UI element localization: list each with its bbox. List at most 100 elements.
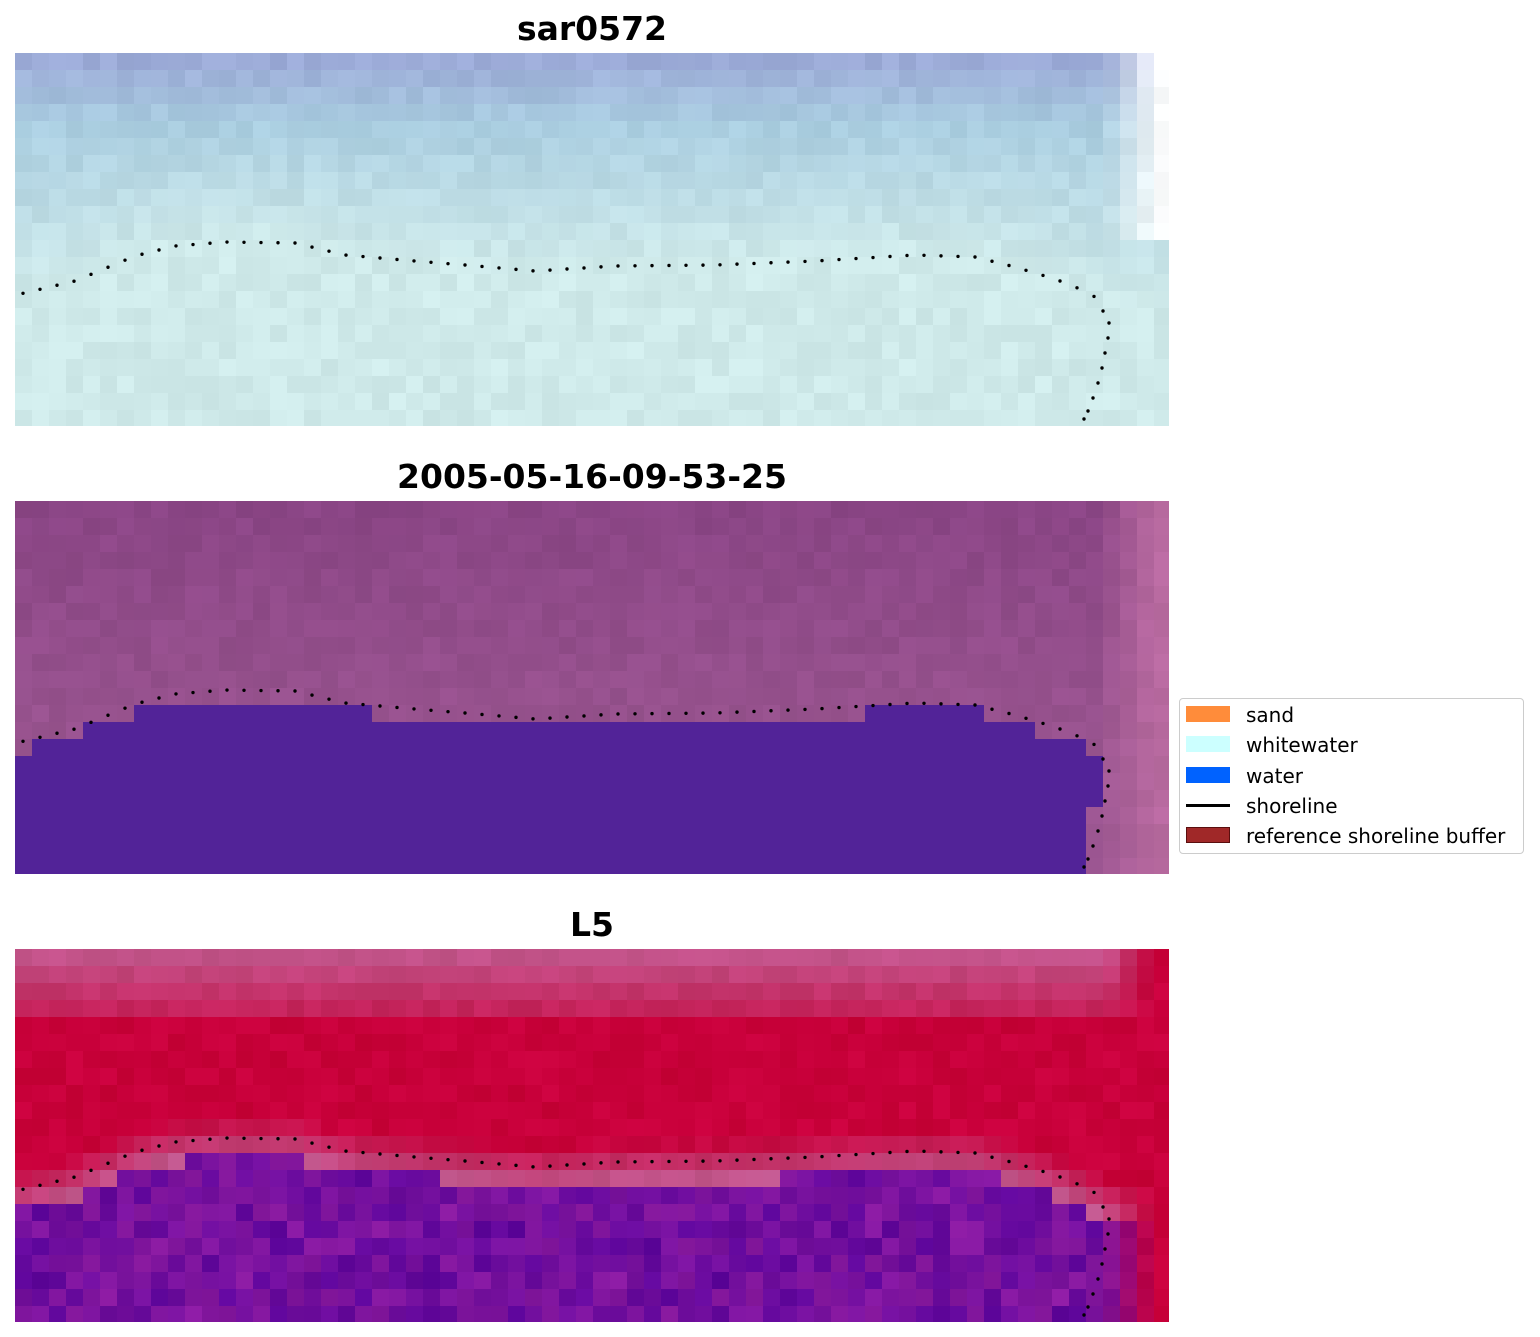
- pixel-cell: [1069, 501, 1087, 519]
- pixel-cell: [661, 983, 679, 1001]
- pixel-cell: [729, 240, 747, 258]
- pixel-cell: [304, 983, 322, 1001]
- pixel-cell: [882, 1068, 900, 1086]
- pixel-cell: [406, 70, 424, 88]
- pixel-cell: [525, 70, 543, 88]
- pixel-cell: [933, 824, 951, 842]
- pixel-cell: [559, 308, 577, 326]
- pixel-cell: [49, 688, 67, 706]
- pixel-cell: [508, 1221, 526, 1239]
- pixel-cell: [168, 308, 186, 326]
- pixel-cell: [882, 1170, 900, 1188]
- pixel-cell: [576, 824, 594, 842]
- pixel-cell: [287, 586, 305, 604]
- pixel-cell: [1120, 949, 1138, 967]
- pixel-cell: [304, 637, 322, 655]
- shoreline-point: [106, 1161, 110, 1165]
- pixel-cell: [1154, 325, 1169, 343]
- shoreline-point: [514, 1163, 518, 1168]
- pixel-cell: [219, 790, 237, 808]
- pixel-cell: [848, 1170, 866, 1188]
- pixel-cell: [1035, 172, 1053, 190]
- pixel-cell: [1103, 291, 1121, 309]
- pixel-cell: [321, 603, 339, 621]
- pixel-cell: [1103, 223, 1121, 241]
- shoreline-point: [361, 702, 365, 707]
- pixel-cell: [423, 410, 441, 426]
- pixel-cell: [593, 1306, 611, 1322]
- pixel-cell: [542, 1306, 560, 1322]
- pixel-cell: [610, 393, 628, 411]
- pixel-cell: [865, 671, 883, 689]
- pixel-cell: [423, 535, 441, 553]
- pixel-cell: [321, 189, 339, 207]
- shoreline-point: [616, 264, 620, 268]
- pixel-cell: [1001, 1051, 1019, 1069]
- pixel-cell: [508, 739, 526, 757]
- pixel-cell: [695, 501, 713, 519]
- pixel-cell: [644, 1085, 662, 1103]
- pixel-cell: [797, 552, 815, 570]
- pixel-cell: [406, 705, 424, 723]
- pixel-cell: [559, 104, 577, 122]
- pixel-cell: [32, 104, 50, 122]
- pixel-cell: [576, 70, 594, 88]
- pixel-cell: [678, 824, 696, 842]
- pixel-cell: [253, 841, 271, 859]
- pixel-cell: [559, 722, 577, 740]
- pixel-cell: [117, 535, 135, 553]
- pixel-cell: [253, 552, 271, 570]
- pixel-cell: [117, 807, 135, 825]
- pixel-cell: [559, 966, 577, 984]
- pixel-cell: [389, 1102, 407, 1120]
- pixel-cell: [15, 637, 33, 655]
- pixel-cell: [440, 138, 458, 156]
- pixel-cell: [627, 1102, 645, 1120]
- pixel-cell: [1120, 223, 1138, 241]
- shoreline-point: [769, 1157, 773, 1161]
- pixel-cell: [695, 274, 713, 292]
- pixel-cell: [219, 393, 237, 411]
- pixel-cell: [661, 1051, 679, 1069]
- pixel-cell: [236, 1085, 254, 1103]
- pixel-cell: [457, 325, 475, 343]
- pixel-cell: [32, 1000, 50, 1018]
- pixel-cell: [950, 1255, 968, 1273]
- pixel-cell: [15, 654, 33, 672]
- pixel-cell: [899, 53, 917, 71]
- pixel-cell: [457, 1187, 475, 1205]
- pixel-cell: [984, 1187, 1002, 1205]
- pixel-cell: [712, 603, 730, 621]
- pixel-cell: [355, 376, 373, 394]
- pixel-cell: [848, 342, 866, 360]
- pixel-cell: [1086, 1221, 1104, 1239]
- pixel-cell: [712, 722, 730, 740]
- pixel-cell: [627, 291, 645, 309]
- shoreline-point: [701, 1159, 705, 1163]
- pixel-cell: [66, 1255, 84, 1273]
- shoreline-point: [803, 707, 807, 712]
- pixel-cell: [1069, 87, 1087, 105]
- pixel-cell: [610, 1306, 628, 1322]
- pixel-cell: [83, 949, 101, 967]
- pixel-cell: [100, 1085, 118, 1103]
- pixel-cell: [287, 1255, 305, 1273]
- pixel-cell: [1069, 155, 1087, 173]
- pixel-cell: [763, 518, 781, 536]
- pixel-cell: [457, 376, 475, 394]
- pixel-cell: [1052, 104, 1070, 122]
- pixel-cell: [814, 586, 832, 604]
- pixel-cell: [474, 773, 492, 791]
- pixel-cell: [270, 1085, 288, 1103]
- pixel-cell: [185, 518, 203, 536]
- pixel-cell: [100, 1034, 118, 1052]
- pixel-cell: [763, 274, 781, 292]
- pixel-cell: [304, 756, 322, 774]
- pixel-cell: [916, 807, 934, 825]
- pixel-cell: [491, 172, 509, 190]
- pixel-cell: [1035, 620, 1053, 638]
- pixel-cell: [950, 966, 968, 984]
- pixel-cell: [270, 790, 288, 808]
- pixel-cell: [695, 308, 713, 326]
- pixel-cell: [933, 121, 951, 139]
